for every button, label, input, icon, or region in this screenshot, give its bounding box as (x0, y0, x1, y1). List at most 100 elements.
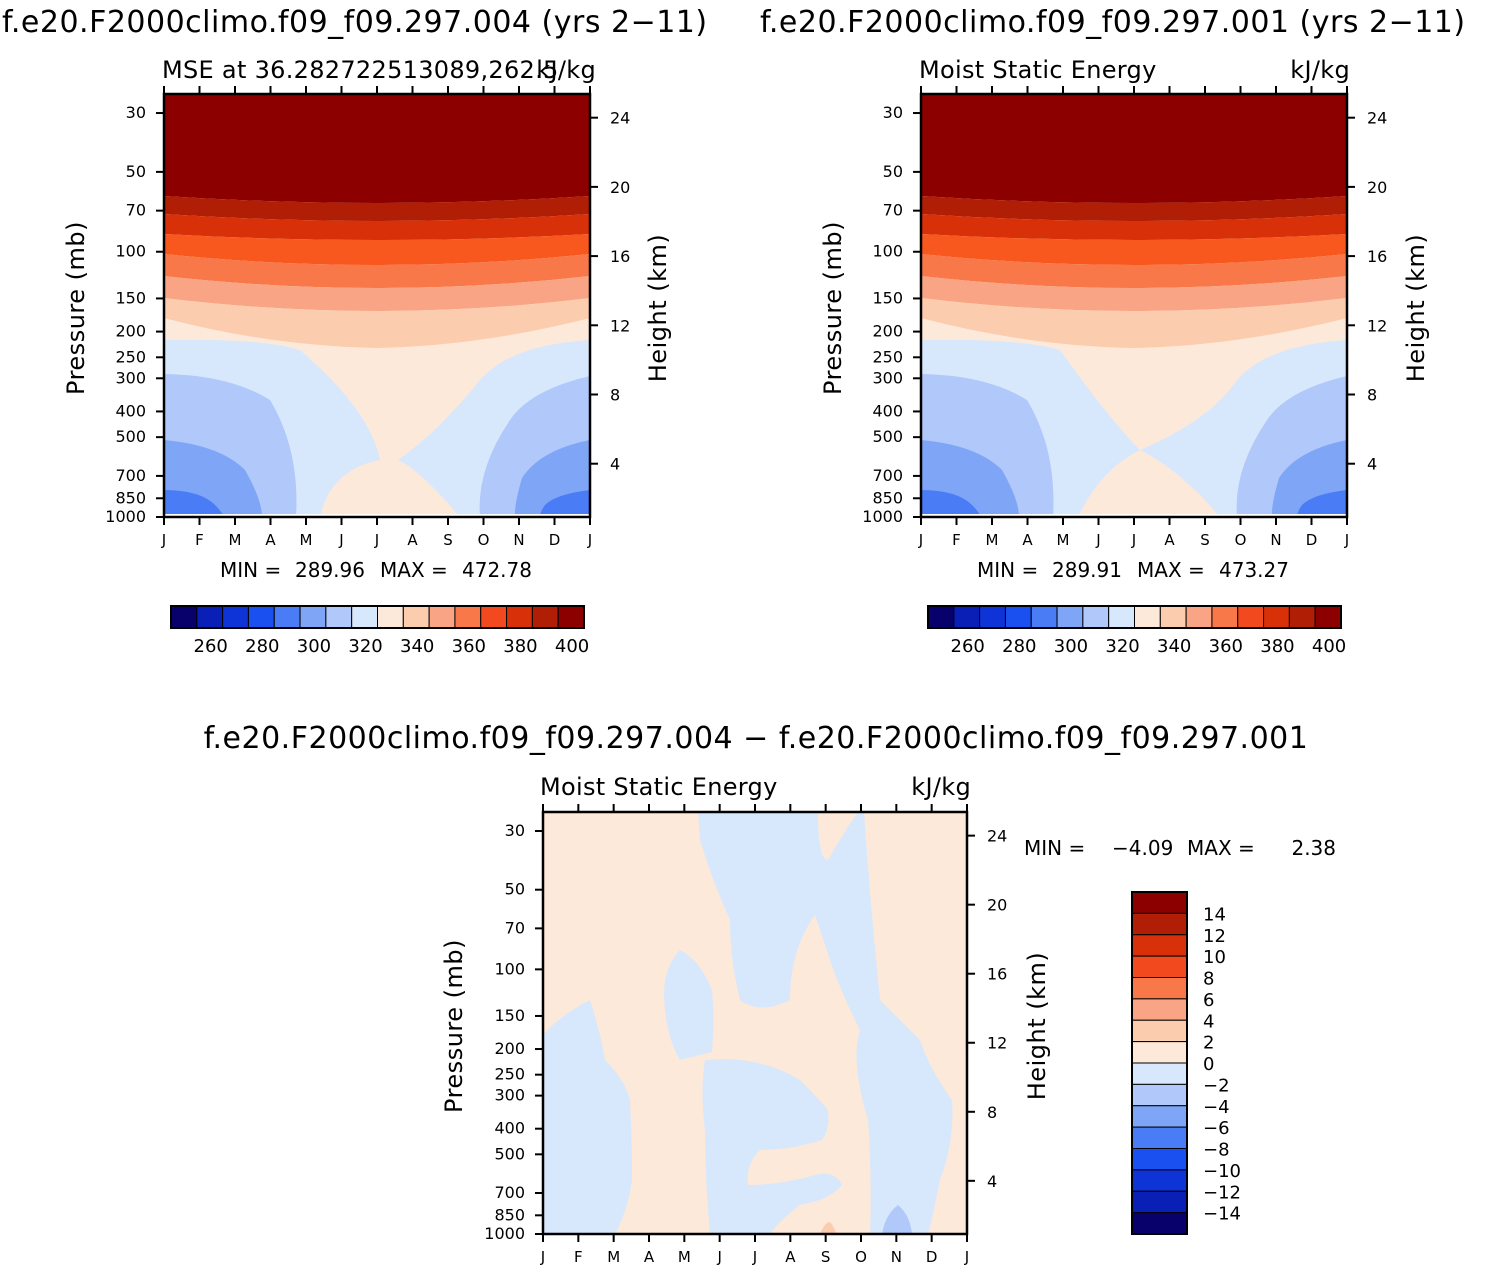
colorbar-tick-label: 12 (1203, 926, 1226, 947)
pressure-tick-label: 1000 (862, 507, 903, 526)
colorbar-tick-label: 380 (503, 636, 537, 657)
left-max-value: 472.78 (462, 558, 532, 582)
height-tick-label: 4 (610, 455, 620, 474)
month-tick-label: M (986, 531, 999, 549)
difference-units-label: kJ/kg (911, 773, 971, 801)
colorbar-swatch (1314, 605, 1342, 629)
colorbar-tick-label: 320 (1105, 636, 1139, 657)
right-pressure-axis-label: Pressure (mb) (819, 221, 847, 395)
colorbar-tick-label: −10 (1203, 1161, 1241, 1182)
colorbar-swatch (1131, 934, 1188, 957)
colorbar-tick-label: 340 (400, 636, 434, 657)
colorbar-tick-label: 380 (1260, 636, 1294, 657)
pressure-tick-label: 1000 (105, 507, 146, 526)
left-panel-main-title: f.e20.F2000climo.f09_f09.297.004 (yrs 2−… (2, 5, 708, 40)
colorbar-tick-label: 8 (1203, 969, 1214, 990)
month-tick-label: A (785, 1248, 796, 1266)
left-pressure-axis-label: Pressure (mb) (62, 221, 90, 395)
height-tick-label: 24 (610, 109, 630, 128)
pressure-tick-label: 500 (872, 427, 903, 446)
colorbar-tick-label: 340 (1157, 636, 1191, 657)
colorbar-tick-label: 280 (1002, 636, 1036, 657)
month-tick-label: A (644, 1248, 655, 1266)
pressure-tick-label: 70 (505, 918, 525, 937)
difference-max-label: MAX = (1187, 836, 1255, 860)
month-tick-label: N (1270, 531, 1281, 549)
colorbar-swatch (1131, 1019, 1188, 1043)
month-tick-label: J (752, 1248, 757, 1266)
colorbar-tick-label: −8 (1203, 1140, 1230, 1161)
colorbar-tick-label: 300 (1054, 636, 1088, 657)
month-tick-label: M (1057, 531, 1070, 549)
colorbar-swatch (953, 605, 981, 629)
month-tick-label: J (918, 531, 923, 549)
colorbar-swatch (1108, 605, 1135, 629)
right-axis-ticks: J F M A M J J A S O N D J 30 50 70 100 150 200 250 300 400 500… (862, 86, 1387, 549)
pressure-tick-label: 250 (872, 347, 903, 366)
left-contour-fill (164, 94, 590, 517)
pressure-tick-label: 400 (872, 401, 903, 420)
right-colorbar: 260 280 300 320 340 360 380 400 (927, 605, 1346, 657)
right-contour-fill (921, 94, 1347, 517)
colorbar-tick-label: 10 (1203, 947, 1226, 968)
pressure-tick-label: 700 (872, 466, 903, 485)
pressure-tick-label: 200 (115, 322, 146, 341)
height-tick-label: 16 (1367, 247, 1387, 266)
pressure-tick-label: 300 (872, 368, 903, 387)
pressure-tick-label: 300 (494, 1086, 525, 1105)
left-contour-panel: J F M A M J J A S O N D J 30 50 70 100 150 200 250 300 400 500… (62, 56, 672, 657)
pressure-tick-label: 400 (494, 1119, 525, 1138)
difference-min-value: −4.09 (1112, 836, 1173, 860)
right-min-label: MIN = (977, 558, 1038, 582)
pressure-tick-label: 150 (494, 1006, 525, 1025)
height-tick-label: 8 (1367, 385, 1377, 404)
colorbar-tick-label: 360 (1209, 636, 1243, 657)
left-plot-title: MSE at 36.282722513089,262.5 (162, 56, 559, 84)
month-tick-label: J (1095, 531, 1100, 549)
right-units-label: kJ/kg (1290, 56, 1350, 84)
month-tick-label: M (607, 1248, 620, 1266)
height-tick-label: 20 (987, 896, 1007, 915)
pressure-tick-label: 30 (883, 103, 903, 122)
colorbar-tick-label: 260 (194, 636, 228, 657)
colorbar-swatch (428, 605, 456, 629)
pressure-tick-label: 850 (494, 1205, 525, 1224)
difference-max-value: 2.38 (1291, 836, 1336, 860)
colorbar-tick-label: 260 (951, 636, 985, 657)
month-tick-label: J (374, 531, 379, 549)
pressure-tick-label: 100 (494, 959, 525, 978)
pressure-tick-label: 30 (126, 103, 146, 122)
difference-pressure-axis-label: Pressure (mb) (440, 939, 468, 1113)
pressure-tick-label: 150 (872, 288, 903, 307)
height-tick-label: 12 (1367, 316, 1387, 335)
month-tick-label: D (1306, 531, 1318, 549)
pressure-tick-label: 700 (494, 1183, 525, 1202)
colorbar-swatch (196, 605, 224, 629)
month-tick-label: F (952, 531, 961, 549)
colorbar-swatch (454, 605, 482, 629)
colorbar-swatch (1131, 1148, 1188, 1171)
height-tick-label: 20 (1367, 178, 1387, 197)
colorbar-swatch (1004, 605, 1032, 629)
colorbar-swatch (979, 605, 1006, 629)
month-tick-label: S (821, 1248, 831, 1266)
month-tick-label: S (1200, 531, 1210, 549)
height-tick-label: 8 (987, 1103, 997, 1122)
month-tick-label: J (964, 1248, 969, 1266)
left-max-label: MAX = (380, 558, 448, 582)
pressure-tick-label: 500 (494, 1144, 525, 1163)
month-tick-label: A (1164, 531, 1175, 549)
colorbar-swatch (480, 605, 508, 629)
colorbar-swatch (1131, 1041, 1188, 1064)
pressure-tick-label: 150 (115, 288, 146, 307)
right-height-axis-label: Height (km) (1402, 234, 1430, 382)
right-plot-title: Moist Static Energy (919, 56, 1157, 84)
colorbar-swatch (1131, 1126, 1188, 1149)
colorbar-swatch (1159, 605, 1187, 629)
colorbar-swatch (247, 605, 275, 629)
month-tick-label: J (1131, 531, 1136, 549)
height-tick-label: 12 (987, 1034, 1007, 1053)
colorbar-swatch (1056, 605, 1084, 629)
left-units-label: kJ/kg (536, 56, 596, 84)
pressure-tick-label: 700 (115, 466, 146, 485)
